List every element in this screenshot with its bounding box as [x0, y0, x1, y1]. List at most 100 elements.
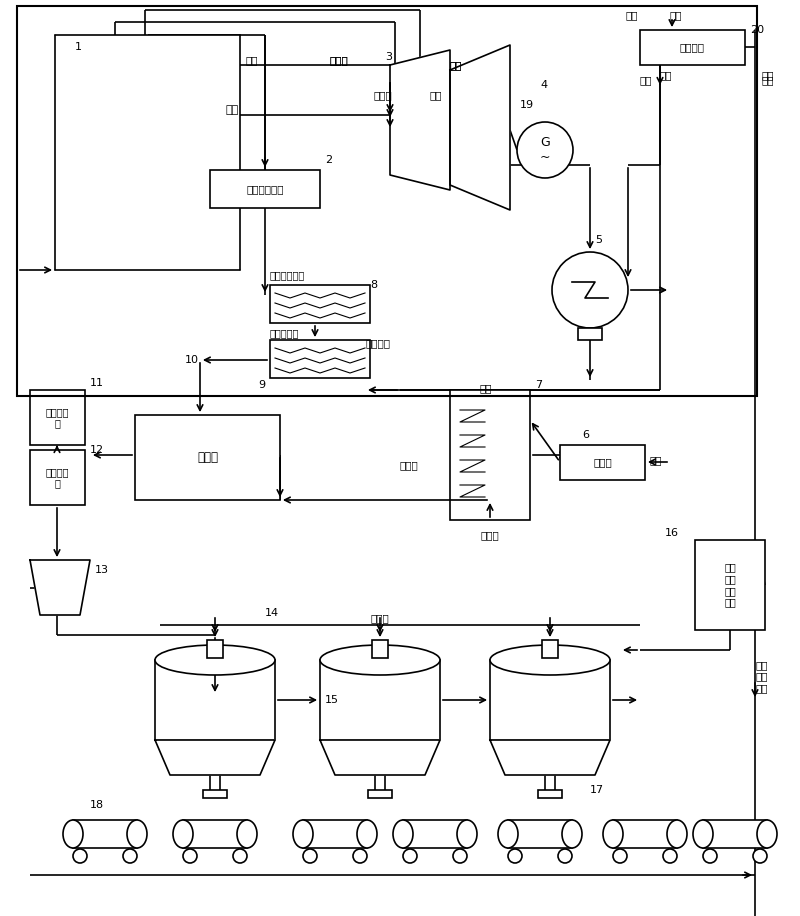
Text: 主蒸汽: 主蒸汽 [330, 55, 349, 65]
Ellipse shape [320, 645, 440, 675]
Ellipse shape [127, 820, 147, 848]
Ellipse shape [357, 820, 377, 848]
Bar [210, 170, 320, 208]
Text: 9: 9 [258, 380, 265, 390]
Text: 空气: 空气 [670, 10, 682, 20]
Text: 磨煤机: 磨煤机 [197, 451, 218, 464]
Text: 抽汽: 抽汽 [450, 60, 462, 70]
Polygon shape [320, 740, 440, 775]
Ellipse shape [393, 820, 413, 848]
Bar [578, 328, 602, 340]
Ellipse shape [693, 820, 713, 848]
Bar [640, 30, 745, 65]
Ellipse shape [603, 820, 623, 848]
Text: 保护气: 保护气 [370, 613, 390, 623]
Text: 干燥器: 干燥器 [481, 530, 499, 540]
Text: 风粉分离
器: 风粉分离 器 [46, 466, 70, 488]
Text: 7: 7 [535, 380, 542, 390]
Circle shape [508, 849, 522, 863]
Text: 14: 14 [265, 608, 279, 618]
Ellipse shape [562, 820, 582, 848]
Text: 保护气: 保护气 [400, 460, 418, 470]
Bar [695, 540, 765, 630]
Bar [17, 6, 757, 396]
Circle shape [703, 849, 717, 863]
Text: 15: 15 [325, 695, 339, 705]
Text: 1: 1 [75, 42, 82, 52]
Bar [613, 820, 677, 848]
Text: 3: 3 [385, 52, 392, 62]
Ellipse shape [457, 820, 477, 848]
Circle shape [73, 849, 87, 863]
Text: 主蒸汽: 主蒸汽 [330, 55, 349, 65]
Text: 第二换热器: 第二换热器 [270, 328, 299, 338]
Text: 12: 12 [90, 445, 104, 455]
Circle shape [303, 849, 317, 863]
Text: 19: 19 [520, 100, 534, 110]
Polygon shape [390, 50, 450, 190]
Text: 原煤: 原煤 [650, 455, 662, 465]
Circle shape [558, 849, 572, 863]
Bar [30, 390, 85, 445]
Text: G
~: G ~ [540, 136, 550, 164]
Text: 空分装置: 空分装置 [680, 42, 705, 52]
Text: 20: 20 [750, 25, 764, 35]
Bar [303, 820, 367, 848]
Circle shape [123, 849, 137, 863]
Bar [560, 445, 645, 480]
Text: 烟气净化装置: 烟气净化装置 [246, 184, 284, 194]
Circle shape [517, 122, 573, 178]
Circle shape [552, 252, 628, 328]
Text: 10: 10 [185, 355, 199, 365]
Polygon shape [155, 740, 275, 775]
Bar [490, 660, 610, 740]
Bar [320, 660, 440, 740]
Bar [207, 640, 223, 658]
Text: 氮气: 氮气 [762, 70, 774, 80]
Ellipse shape [498, 820, 518, 848]
Bar [508, 820, 572, 848]
Bar [270, 285, 370, 323]
Bar [542, 640, 558, 658]
Ellipse shape [63, 820, 83, 848]
Bar [368, 790, 392, 798]
Text: 氧气: 氧气 [480, 383, 493, 393]
Text: 氮气: 氮气 [762, 75, 774, 85]
Circle shape [233, 849, 247, 863]
Bar [155, 660, 275, 740]
Bar [203, 790, 227, 798]
Text: 8: 8 [370, 280, 377, 290]
Text: 2: 2 [325, 155, 332, 165]
Ellipse shape [667, 820, 687, 848]
Bar [372, 640, 388, 658]
Text: 13: 13 [95, 565, 109, 575]
Bar [450, 390, 530, 520]
Circle shape [453, 849, 467, 863]
Text: 烟气: 烟气 [245, 55, 258, 65]
Text: 煤中乏汽: 煤中乏汽 [365, 338, 390, 348]
Circle shape [753, 849, 767, 863]
Circle shape [183, 849, 197, 863]
Text: 11: 11 [90, 378, 104, 388]
Bar [183, 820, 247, 848]
Text: 主蒸汽: 主蒸汽 [373, 90, 392, 100]
Text: 抽汽: 抽汽 [430, 90, 442, 100]
Text: 烟气: 烟气 [225, 105, 238, 115]
Bar [270, 340, 370, 378]
Bar [30, 450, 85, 505]
Bar [135, 415, 280, 500]
Text: 6: 6 [582, 430, 590, 440]
Polygon shape [490, 740, 610, 775]
Bar [538, 790, 562, 798]
Bar [73, 820, 137, 848]
Text: 抽汽: 抽汽 [450, 60, 462, 70]
Text: 碎煤机: 碎煤机 [593, 457, 612, 467]
Ellipse shape [490, 645, 610, 675]
Ellipse shape [173, 820, 193, 848]
Text: 空气: 空气 [625, 10, 638, 20]
Bar [55, 35, 240, 270]
Ellipse shape [155, 645, 275, 675]
Bar [703, 820, 767, 848]
Text: 氧气: 氧气 [640, 75, 653, 85]
Text: 布袋除尘
器: 布袋除尘 器 [46, 407, 70, 429]
